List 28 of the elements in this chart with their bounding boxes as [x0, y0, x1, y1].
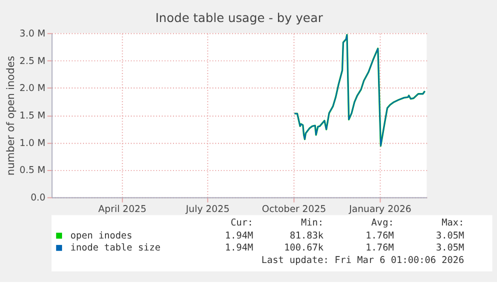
text: Cur: — [230, 217, 254, 228]
y-tick-label: 1.0 M — [20, 138, 46, 149]
x-tick-label: January 2026 — [348, 204, 412, 215]
text: Min: — [300, 217, 324, 228]
y-tick-label: 0.0 — [30, 192, 46, 204]
chart-title: Inode table usage - by year — [155, 10, 324, 25]
x-tick-label: October 2025 — [262, 204, 326, 215]
text: 3.05M — [436, 242, 465, 254]
text: 100.67k — [284, 242, 324, 254]
y-axis-title: number of open inodes — [4, 56, 17, 176]
text: Max: — [442, 217, 464, 228]
y-tick-label: 2.0 M — [20, 83, 46, 94]
text: 1.94M — [225, 242, 254, 254]
y-tick-label: 3.0 M — [20, 28, 46, 40]
x-tick-label: July 2025 — [184, 204, 230, 215]
x-tick-label: April 2025 — [98, 204, 147, 215]
y-tick-label: 1.5 M — [20, 110, 46, 122]
text: Avg: — [371, 217, 394, 228]
text: 81.83k — [290, 230, 324, 242]
text: 1.76M — [366, 230, 394, 242]
y-tick-label: 2.5 M — [20, 56, 46, 67]
text: 1.94M — [225, 230, 254, 242]
text: 3.05M — [436, 230, 465, 242]
text: Last update: Fri Mar 6 01:00:06 2026 — [261, 254, 465, 266]
y-tick-label: 0.5 M — [20, 165, 46, 176]
legend-label: open inodes — [70, 230, 132, 242]
legend-label: inode table size — [70, 242, 161, 254]
text: 1.76M — [366, 242, 394, 254]
